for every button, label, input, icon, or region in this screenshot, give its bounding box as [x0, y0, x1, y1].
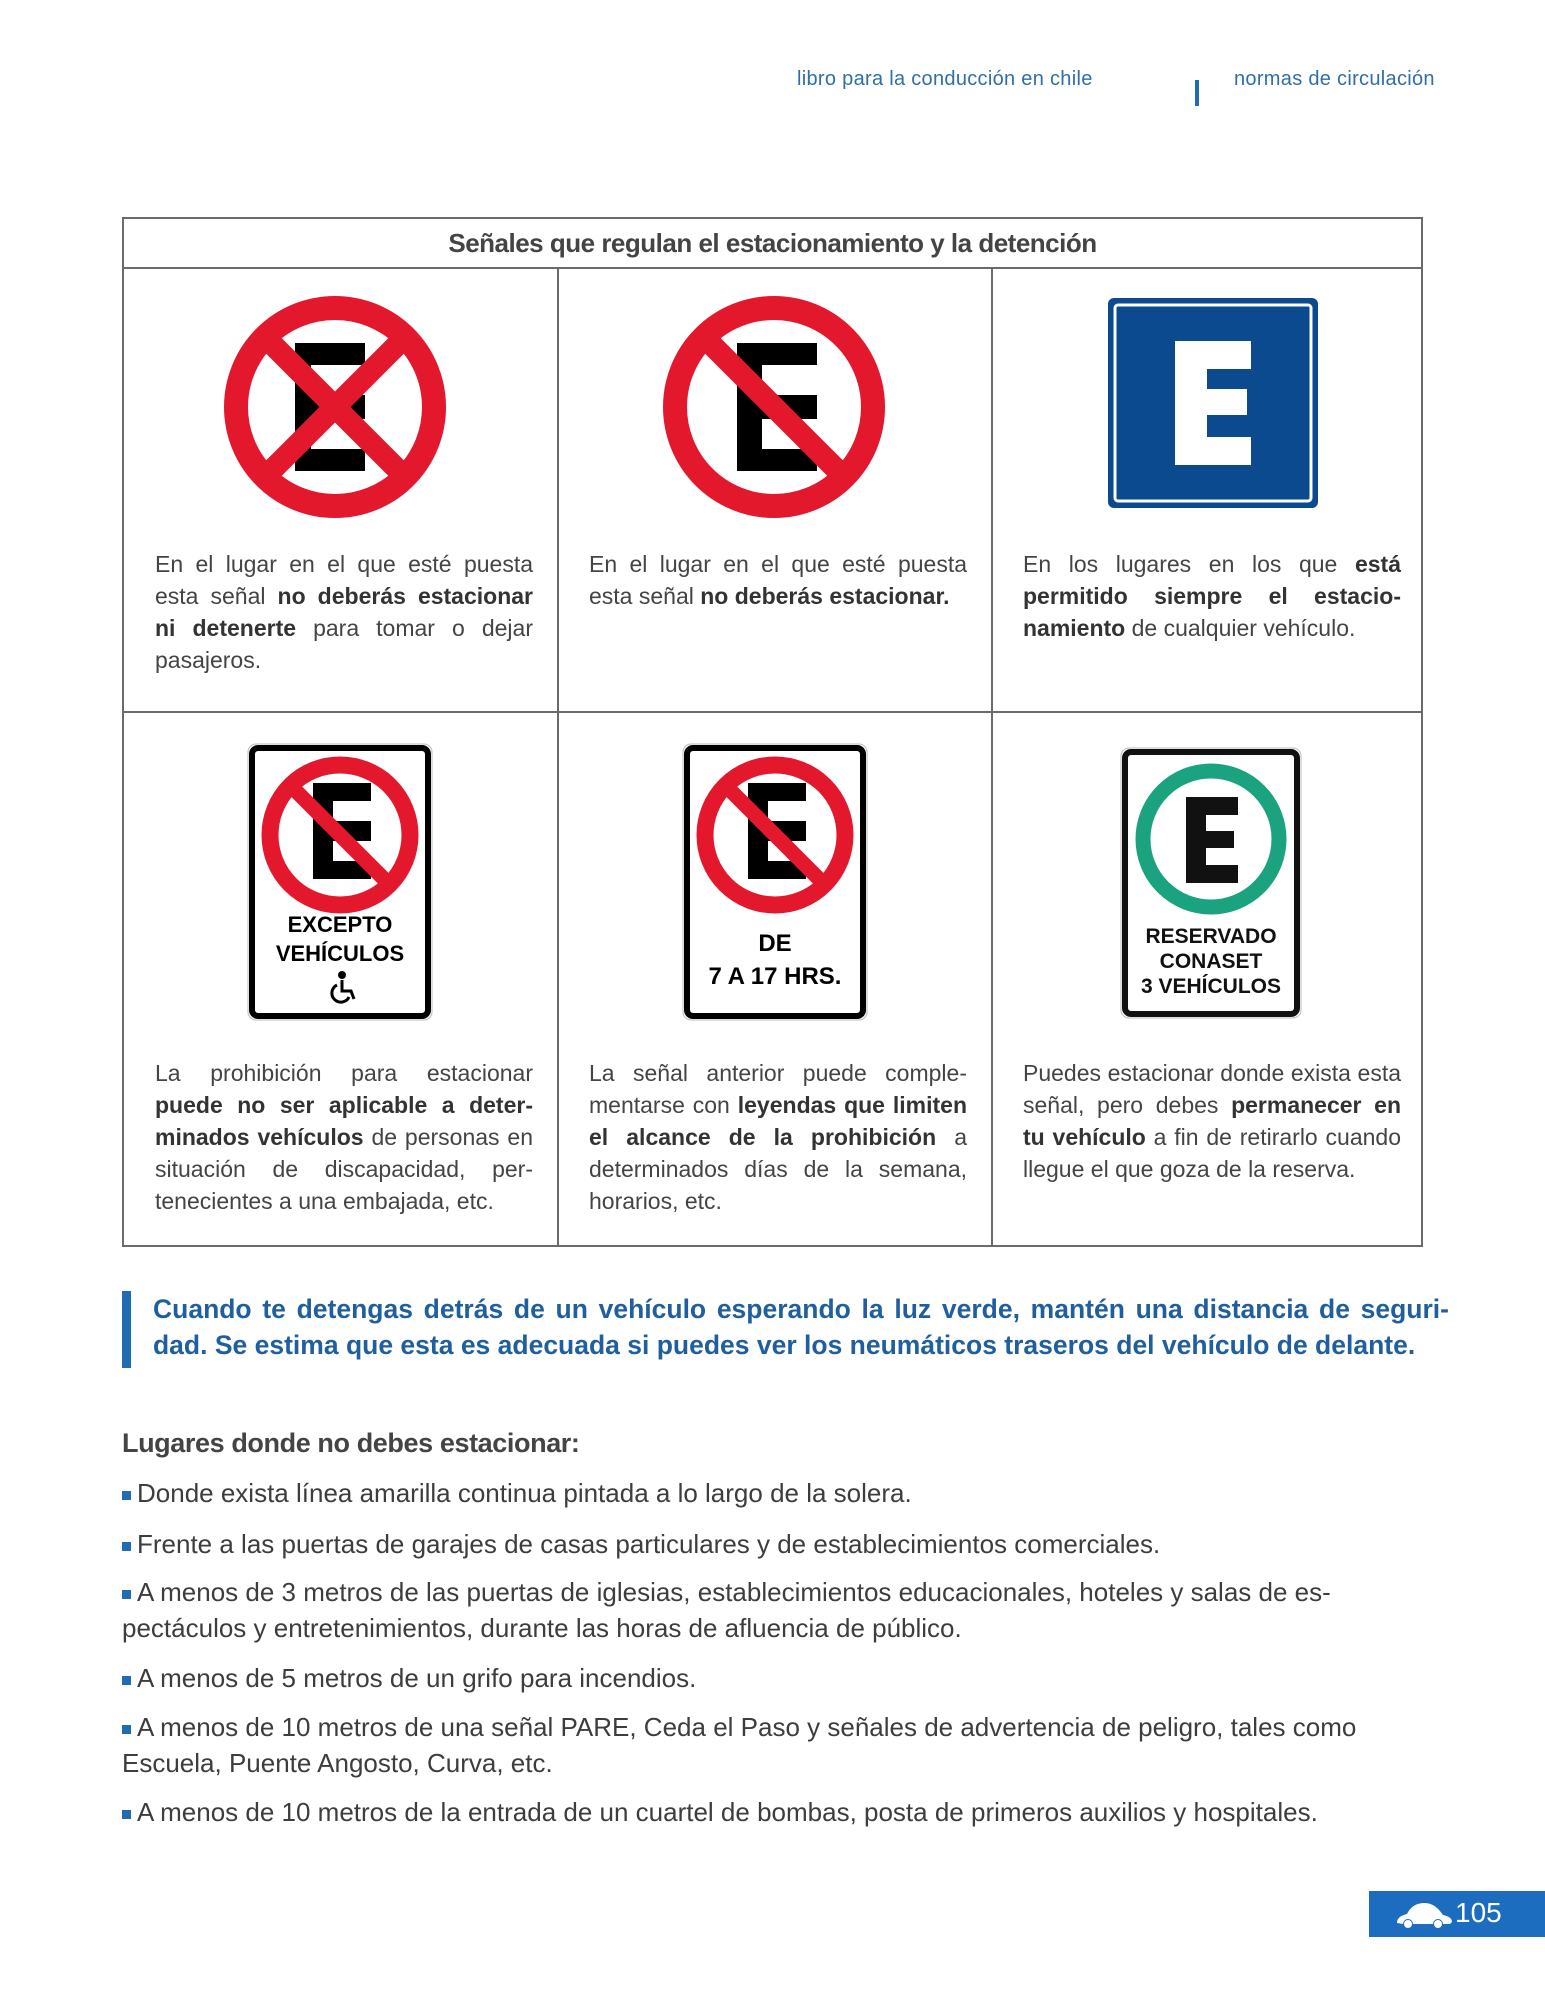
no-parking-hours-sign-icon: DE 7 A 17 HRS. [682, 743, 868, 1021]
no-parking-sign-icon [663, 296, 885, 518]
cell-description: En el lugar en el que esté puesta esta s… [155, 551, 533, 673]
parking-allowed-sign-icon [1108, 298, 1318, 508]
signs-table: Señales que regulan el estacionamiento y… [122, 217, 1423, 1247]
sign-text: DE [758, 930, 791, 957]
list-item: A menos de 10 metros de la entrada de un… [122, 1794, 1432, 1830]
sign-text: 3 VEHÍCULOS [1141, 975, 1281, 998]
header-separator [1195, 80, 1199, 106]
cell-description: En los lugares en los que está permitido… [1023, 551, 1401, 641]
table-cell: En el lugar en el que esté puesta esta s… [558, 269, 991, 711]
list-item: A menos de 10 metros de una señal PARE, … [122, 1712, 1357, 1778]
table-cell: En el lugar en el que esté puesta esta s… [124, 269, 557, 711]
cell-description: La prohibición para estacionar puede no … [155, 1060, 534, 1214]
car-icon [1397, 1903, 1452, 1928]
bullet-icon [122, 1724, 131, 1734]
sign-text: 7 A 17 HRS. [709, 963, 842, 990]
list-item: Frente a las puertas de garajes de casas… [122, 1526, 1432, 1562]
bullet-icon [122, 1589, 131, 1599]
bullet-icon [122, 1809, 131, 1819]
column-divider [557, 267, 559, 1245]
list-item: A menos de 5 metros de un grifo para inc… [122, 1660, 1432, 1696]
page-number-badge: 105 [1369, 1891, 1545, 1937]
no-stopping-sign-icon [224, 296, 446, 518]
table-cell: EXCEPTO VEHÍCULOS La prohibición para es… [124, 713, 557, 1247]
table-cell: RESERVADO CONASET 3 VEHÍCULOS Puedes est… [992, 713, 1425, 1247]
page-number: 105 [1455, 1897, 1502, 1928]
sign-text: CONASET [1160, 950, 1263, 973]
table-title: Señales que regulan el estacionamiento y… [124, 219, 1421, 269]
sign-text: VEHÍCULOS [276, 941, 404, 966]
column-divider [991, 267, 993, 1245]
cell-description: En el lugar en el que esté puesta esta s… [589, 551, 967, 609]
safety-callout: Cuando te detengas detrás de un vehículo… [153, 1294, 1449, 1360]
list-item: Donde exista línea amarilla continua pin… [122, 1475, 1432, 1511]
bullet-icon [122, 1675, 131, 1685]
reserved-parking-sign-icon: RESERVADO CONASET 3 VEHÍCULOS [1120, 747, 1302, 1019]
bullet-icon [122, 1490, 131, 1500]
sign-text: EXCEPTO [288, 912, 393, 937]
sign-text: RESERVADO [1145, 925, 1276, 948]
list-heading: Lugares donde no debes estacionar: [122, 1428, 580, 1458]
table-cell: En los lugares en los que está permitido… [992, 269, 1425, 711]
row-divider [124, 711, 1421, 713]
table-cell: DE 7 A 17 HRS. La señal anterior puede c… [558, 713, 991, 1247]
no-parking-except-disabled-sign-icon: EXCEPTO VEHÍCULOS [247, 743, 433, 1021]
header-book-title: libro para la conducción en chile [797, 68, 1093, 90]
callout-accent-bar [122, 1291, 131, 1368]
header-section-title: normas de circulación [1234, 68, 1435, 90]
cell-description: Puedes estacionar donde exista esta seña… [1023, 1060, 1401, 1182]
list-item: A menos de 3 metros de las puertas de ig… [122, 1577, 1331, 1643]
wheelchair-icon [330, 971, 356, 1004]
cell-description: La señal anterior puede comple­mentarse … [589, 1060, 967, 1214]
bullet-icon [122, 1541, 131, 1551]
